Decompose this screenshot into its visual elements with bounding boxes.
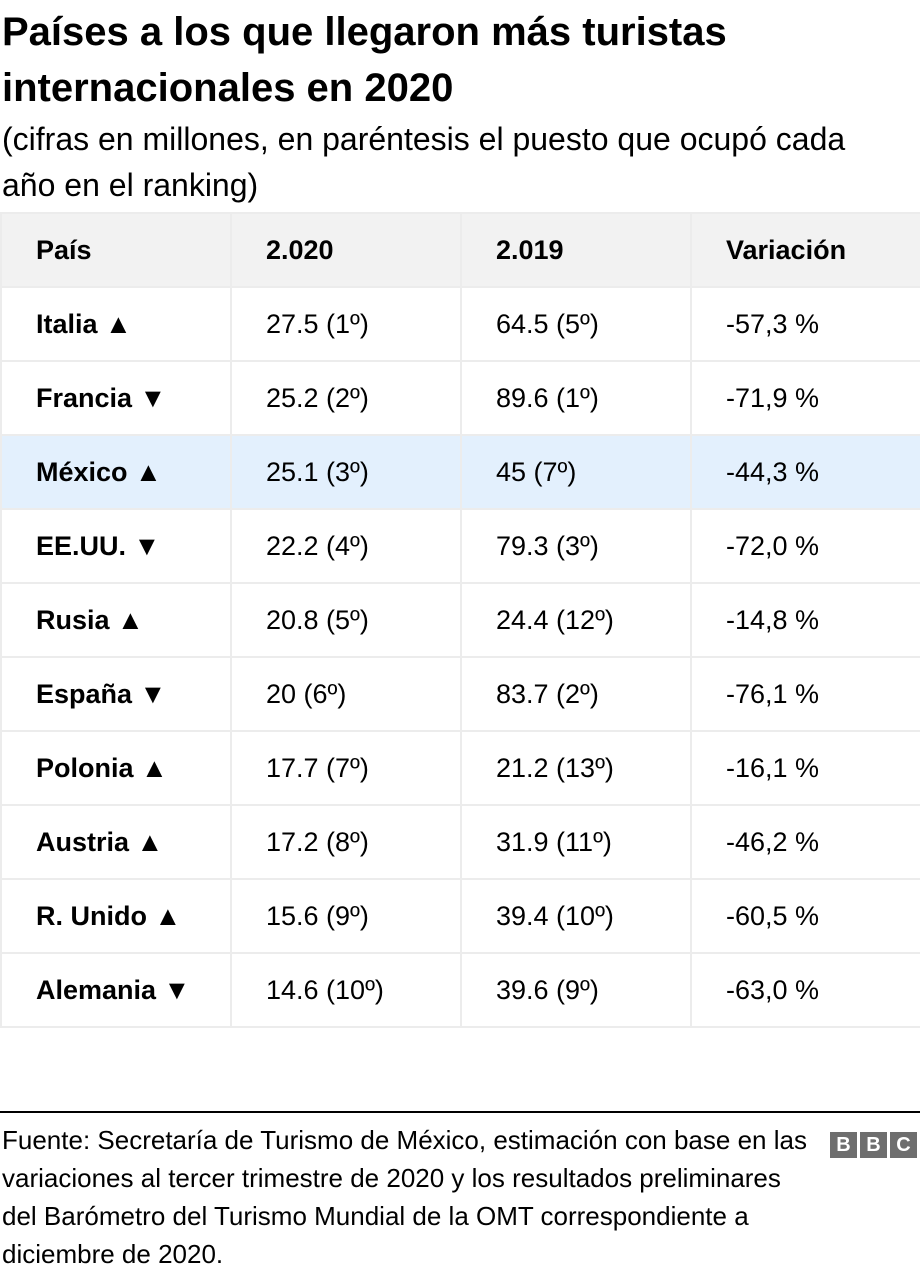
logo-letter: B <box>830 1132 857 1158</box>
cell-country: Alemania ▼ <box>0 952 232 1028</box>
cell-variation: -16,1 % <box>690 730 920 806</box>
ranking-table: País 2.020 2.019 Variación Italia ▲ 27.5 … <box>0 212 920 1028</box>
cell-country: Francia ▼ <box>0 360 232 436</box>
chart-subtitle: (cifras en millones, en paréntesis el pu… <box>2 121 846 203</box>
table-row: Alemania ▼ 14.6 (10º) 39.6 (9º) -63,0 % <box>0 952 920 1028</box>
cell-2020: 17.2 (8º) <box>230 804 462 880</box>
column-header-variation[interactable]: Variación <box>690 212 920 288</box>
source-note: Fuente: Secretaría de Turismo de México,… <box>2 1125 807 1269</box>
cell-2019: 39.4 (10º) <box>460 878 692 954</box>
logo-letter: C <box>890 1132 917 1158</box>
cell-variation: -71,9 % <box>690 360 920 436</box>
cell-variation: -44,3 % <box>690 434 920 510</box>
cell-2020: 27.5 (1º) <box>230 286 462 362</box>
table-row: México ▲ 25.1 (3º) 45 (7º) -44,3 % <box>0 434 920 510</box>
header-row: País 2.020 2.019 Variación <box>0 212 920 288</box>
cell-country: Rusia ▲ <box>0 582 232 658</box>
cell-2020: 14.6 (10º) <box>230 952 462 1028</box>
column-header-2019[interactable]: 2.019 <box>460 212 692 288</box>
cell-country: EE.UU. ▼ <box>0 508 232 584</box>
cell-2019: 45 (7º) <box>460 434 692 510</box>
cell-2020: 20.8 (5º) <box>230 582 462 658</box>
column-header-2020[interactable]: 2.020 <box>230 212 462 288</box>
cell-2019: 39.6 (9º) <box>460 952 692 1028</box>
cell-variation: -60,5 % <box>690 878 920 954</box>
footer-divider <box>0 1111 920 1113</box>
cell-2020: 15.6 (9º) <box>230 878 462 954</box>
table-row: Francia ▼ 25.2 (2º) 89.6 (1º) -71,9 % <box>0 360 920 436</box>
cell-country: España ▼ <box>0 656 232 732</box>
cell-variation: -14,8 % <box>690 582 920 658</box>
logo-letter: B <box>860 1132 887 1158</box>
table-body: Italia ▲ 27.5 (1º) 64.5 (5º) -57,3 % Francia… <box>0 286 920 1028</box>
cell-2019: 24.4 (12º) <box>460 582 692 658</box>
bbc-logo: B B C <box>830 1132 917 1158</box>
cell-variation: -76,1 % <box>690 656 920 732</box>
cell-2020: 22.2 (4º) <box>230 508 462 584</box>
cell-2019: 31.9 (11º) <box>460 804 692 880</box>
cell-2020: 25.2 (2º) <box>230 360 462 436</box>
cell-variation: -46,2 % <box>690 804 920 880</box>
column-header-country[interactable]: País <box>0 212 232 288</box>
cell-2020: 17.7 (7º) <box>230 730 462 806</box>
cell-2019: 21.2 (13º) <box>460 730 692 806</box>
table-row: Rusia ▲ 20.8 (5º) 24.4 (12º) -14,8 % <box>0 582 920 658</box>
cell-country: Italia ▲ <box>0 286 232 362</box>
table-row: Polonia ▲ 17.7 (7º) 21.2 (13º) -16,1 % <box>0 730 920 806</box>
cell-2020: 25.1 (3º) <box>230 434 462 510</box>
cell-2019: 89.6 (1º) <box>460 360 692 436</box>
cell-2019: 64.5 (5º) <box>460 286 692 362</box>
cell-2019: 83.7 (2º) <box>460 656 692 732</box>
cell-variation: -57,3 % <box>690 286 920 362</box>
cell-2019: 79.3 (3º) <box>460 508 692 584</box>
cell-variation: -72,0 % <box>690 508 920 584</box>
table-row: España ▼ 20 (6º) 83.7 (2º) -76,1 % <box>0 656 920 732</box>
table-row: Italia ▲ 27.5 (1º) 64.5 (5º) -57,3 % <box>0 286 920 362</box>
chart-title: Países a los que llegaron más turistas i… <box>2 10 727 110</box>
cell-country: R. Unido ▲ <box>0 878 232 954</box>
cell-2020: 20 (6º) <box>230 656 462 732</box>
cell-country: Polonia ▲ <box>0 730 232 806</box>
table-row: Austria ▲ 17.2 (8º) 31.9 (11º) -46,2 % <box>0 804 920 880</box>
table-row: EE.UU. ▼ 22.2 (4º) 79.3 (3º) -72,0 % <box>0 508 920 584</box>
cell-country: México ▲ <box>0 434 232 510</box>
cell-country: Austria ▲ <box>0 804 232 880</box>
cell-variation: -63,0 % <box>690 952 920 1028</box>
table-row: R. Unido ▲ 15.6 (9º) 39.4 (10º) -60,5 % <box>0 878 920 954</box>
